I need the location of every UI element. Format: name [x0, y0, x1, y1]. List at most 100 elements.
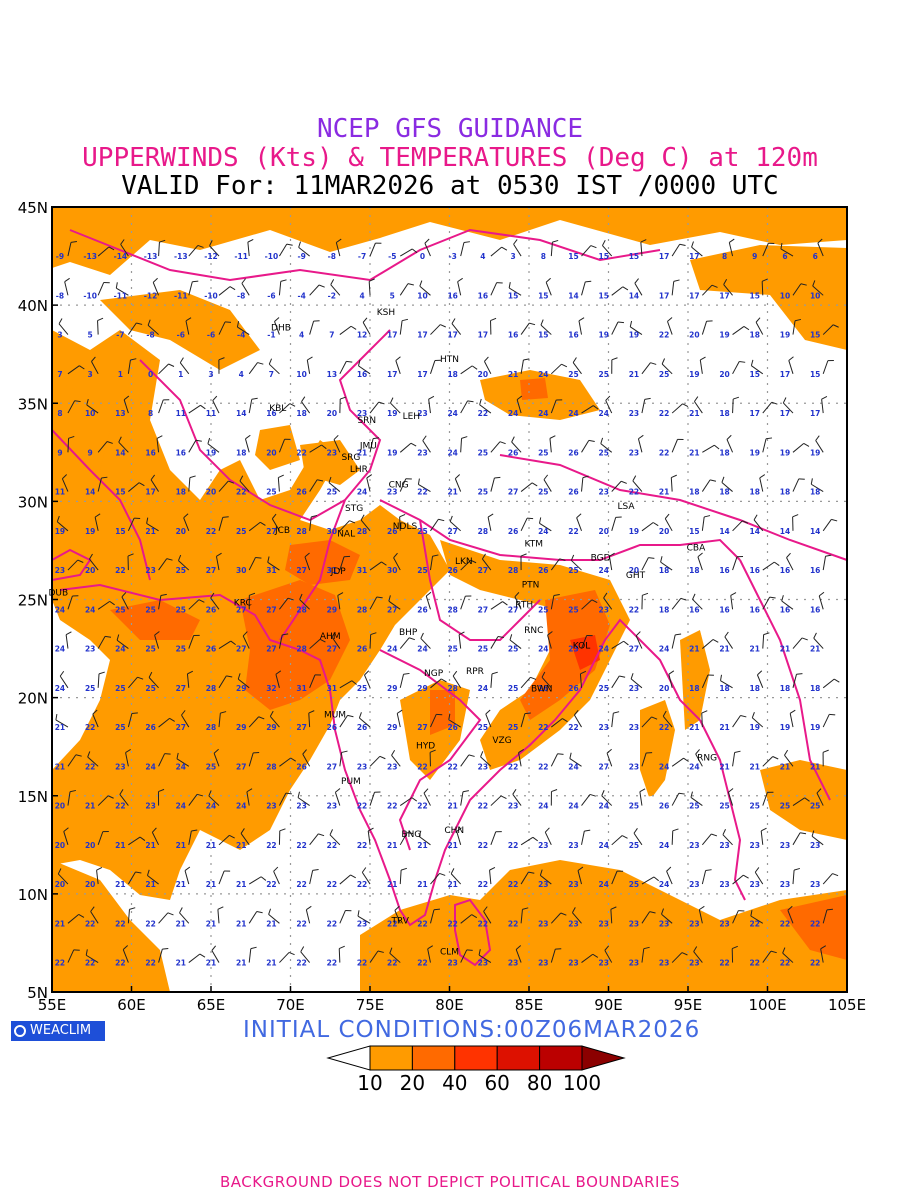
temperature-value: 25: [176, 645, 186, 654]
wind-barb-staff: [762, 561, 775, 571]
temperature-value: 25: [508, 645, 518, 654]
temperature-value: 1: [118, 370, 123, 379]
wind-barb-flag: [367, 827, 374, 832]
lat-label: 5N: [27, 984, 48, 1002]
wind-barb-staff: [490, 795, 502, 806]
temperature-value: 19: [629, 331, 639, 340]
wind-barb-flag: [312, 869, 319, 871]
lon-label: 90E: [594, 996, 623, 1014]
wind-barb-staff: [661, 363, 673, 375]
wind-barb-staff: [361, 872, 371, 885]
temperature-value: 31: [296, 684, 306, 693]
weaclim-logo: WEACLIM: [11, 1021, 105, 1041]
wind-barb-flag: [241, 278, 246, 284]
temperature-value: 16: [176, 448, 186, 457]
wind-barb-staff: [267, 561, 280, 571]
temperature-value: 9: [57, 448, 62, 457]
wind-barb-staff: [641, 557, 649, 571]
border-line: [419, 519, 541, 641]
temperature-value: 10: [780, 291, 790, 300]
wind-barb-staff: [151, 832, 160, 846]
wind-barb-flag: [448, 713, 451, 720]
wind-barb-flag: [619, 675, 626, 678]
wind-barb-flag: [422, 435, 427, 441]
wind-barb-staff: [460, 949, 468, 963]
wind-barb-flag: [395, 356, 401, 361]
wind-barb-flag: [85, 949, 88, 956]
wind-barb-staff: [57, 873, 69, 885]
wind-barb-flag: [78, 913, 85, 918]
temperature-value: 17: [659, 252, 669, 261]
wind-barb-staff: [339, 680, 353, 689]
wind-barb-flag: [591, 599, 598, 603]
wind-barb-staff: [732, 910, 739, 924]
temperature-value: 18: [810, 488, 820, 497]
globe-icon: [14, 1025, 26, 1037]
temperature-value: 6: [782, 252, 787, 261]
wind-barb-flag: [514, 592, 520, 598]
wind-barb-flag: [539, 869, 543, 876]
wind-barb-flag: [818, 591, 825, 597]
lon-label: 55E: [38, 996, 67, 1014]
temperature-value: 0: [420, 252, 425, 261]
temperature-value: 14: [85, 488, 95, 497]
temperature-value: 14: [236, 409, 246, 418]
wind-barb-flag: [118, 436, 122, 443]
wind-barb-staff: [701, 870, 707, 885]
temperature-value: 10: [417, 291, 427, 300]
wind-barb-staff: [460, 365, 473, 375]
temperature-value: 22: [538, 723, 548, 732]
wind-barb-flag: [389, 397, 394, 404]
wind-barb-flag: [613, 711, 620, 714]
temperature-value: 22: [85, 959, 95, 968]
wind-barb-flag: [381, 561, 387, 566]
temperature-value: -10: [204, 291, 218, 300]
wind-barb-staff: [218, 286, 231, 296]
temperature-value: 16: [719, 605, 729, 614]
wind-barb-staff: [671, 403, 683, 414]
temperature-value: 21: [55, 762, 65, 771]
wind-barb-staff: [237, 326, 250, 335]
wind-barb-staff: [611, 675, 620, 689]
wind-barb-staff: [67, 438, 70, 453]
temperature-value: 22: [357, 959, 367, 968]
wind-barb-staff: [641, 752, 647, 767]
station-label: SRN: [357, 416, 376, 426]
temperature-value: 16: [780, 605, 790, 614]
wind-barb-flag: [58, 318, 63, 325]
wind-barb-flag: [695, 749, 700, 755]
wind-barb-staff: [788, 360, 794, 374]
wind-barb-flag: [729, 238, 735, 243]
wind-barb-flag: [257, 362, 264, 365]
wind-barb-staff: [550, 912, 562, 924]
temperature-value: 28: [206, 723, 216, 732]
wind-barb-staff: [298, 246, 310, 257]
wind-barb-staff: [822, 678, 835, 689]
temperature-value: 5: [88, 331, 93, 340]
temperature-value: 19: [387, 409, 397, 418]
wind-barb-staff: [55, 719, 69, 728]
wind-barb-flag: [267, 556, 270, 563]
temperature-value: 16: [719, 566, 729, 575]
lat-label: 10N: [18, 886, 48, 904]
colorbar-segment: [539, 1045, 583, 1071]
wind-barb-flag: [137, 676, 144, 680]
wind-barb-staff: [268, 363, 280, 375]
temperature-value: 14: [115, 448, 125, 457]
border-line: [499, 454, 848, 561]
temperature-value: 19: [55, 527, 65, 536]
temperature-value: 17: [387, 331, 397, 340]
wind-barb-flag: [136, 322, 143, 325]
temperature-value: 20: [659, 527, 669, 536]
temperature-value: 28: [357, 605, 367, 614]
temperature-value: 23: [629, 684, 639, 693]
lat-lon-grid: [52, 207, 847, 992]
temperature-value: 4: [239, 370, 244, 379]
wind-barb-flag: [577, 866, 584, 871]
wind-barb-flag: [63, 827, 69, 832]
temperature-value: 28: [508, 566, 518, 575]
wind-barb-staff: [639, 791, 643, 806]
temperature-value: 23: [568, 959, 578, 968]
wind-barb-flag: [561, 363, 568, 368]
wind-barb-staff: [720, 680, 733, 689]
